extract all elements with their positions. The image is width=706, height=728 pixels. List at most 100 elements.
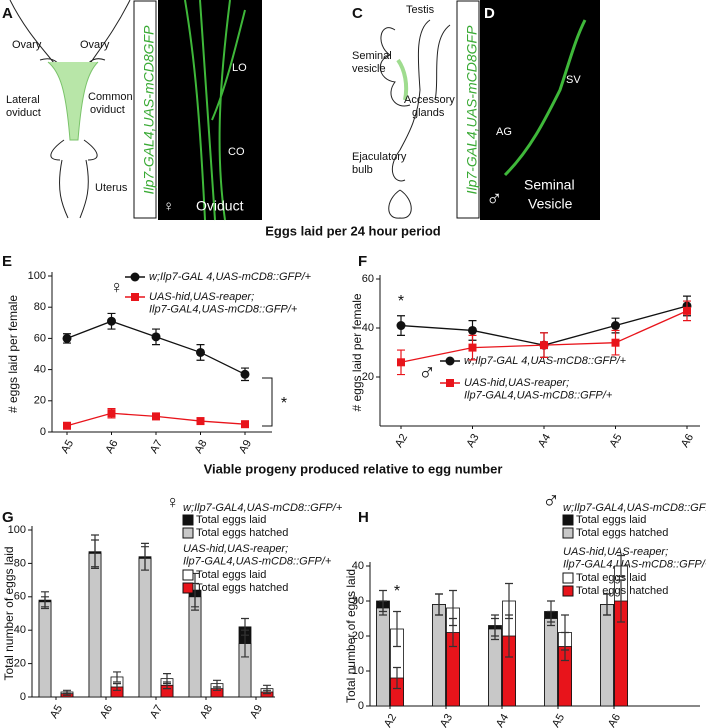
error-bar	[393, 666, 401, 690]
y-tick-label: 0	[20, 691, 26, 703]
bar	[544, 618, 558, 707]
anatomy-label: Ovary	[80, 39, 110, 51]
anatomy-label: Accessory	[404, 94, 455, 106]
panel-label: C	[352, 5, 363, 22]
error-bar	[379, 600, 387, 616]
data-point	[196, 417, 205, 426]
bar	[600, 604, 614, 707]
error-bar	[491, 617, 499, 641]
anatomy-label: Testis	[406, 4, 435, 16]
fibers	[503, 19, 587, 177]
y-tick-label: 40	[352, 560, 364, 572]
y-tick-label: 20	[14, 658, 26, 670]
error-bar	[505, 614, 513, 658]
legend-marker	[446, 379, 454, 387]
legend-label: Total eggs hatched	[576, 585, 668, 597]
micrograph	[480, 0, 600, 220]
y-tick-label: 10	[352, 665, 364, 677]
anatomy-label: AG	[496, 126, 512, 138]
x-tick-label: A5	[550, 712, 567, 728]
x-tick-label: A6	[679, 432, 696, 450]
x-tick-label: A4	[536, 432, 553, 450]
sex-symbol: ♀	[110, 277, 124, 297]
legend-group-label: UAS-hid,UAS-reaper; Ilp7-GAL4,UAS-mCD8::G…	[563, 546, 706, 571]
y-tick-label: 80	[14, 557, 26, 569]
section-title: Eggs laid per 24 hour period	[265, 223, 441, 238]
genotype-label: Ilp7-GAL4,UAS-mCD8GFP	[464, 25, 480, 194]
legend-label: Total eggs hatched	[196, 527, 288, 539]
legend-label: UAS-hid,UAS-reaper; Ilp7-GAL4,UAS-mCD8::G…	[464, 377, 613, 402]
error-bar	[141, 546, 149, 571]
data-point	[241, 420, 249, 429]
legend-swatch	[182, 569, 194, 581]
panel-label: E	[2, 253, 12, 270]
legend-group-label: w;Ilp7-GAL4,UAS-mCD8::GFP/+	[563, 502, 706, 514]
error-bar	[435, 593, 443, 616]
panel-c: C Testis Seminal vesicle Accessory gland…	[352, 4, 455, 219]
y-tick-label: 0	[40, 426, 46, 438]
anatomy-label: LO	[232, 62, 247, 74]
anatomy-label: oviduct	[6, 107, 41, 119]
data-point	[611, 321, 620, 331]
error-bar	[41, 596, 49, 608]
anatomy-label: SV	[566, 74, 581, 86]
error-bar	[91, 539, 99, 568]
legend-marker	[130, 272, 140, 282]
data-point	[468, 343, 477, 352]
data-point	[151, 332, 161, 342]
oviduct-highlight	[47, 61, 99, 141]
legend-swatch	[562, 572, 574, 584]
y-axis-label: # eggs laid per female	[6, 295, 20, 413]
significance-mark: *	[398, 293, 404, 310]
legend-label: Total eggs laid	[576, 572, 646, 584]
y-axis-label: # eggs laid per female	[350, 293, 364, 411]
anatomy-label: Vesicle	[528, 196, 573, 212]
y-tick-label: 40	[34, 364, 46, 376]
data-point	[107, 316, 116, 326]
sex-symbol: ♂	[542, 487, 560, 514]
legend-label: Total eggs laid	[196, 569, 266, 581]
anatomy-label: oviduct	[90, 104, 125, 116]
legend-label: Total eggs hatched	[196, 582, 288, 594]
data-point	[396, 321, 406, 331]
x-tick-label: A4	[494, 712, 511, 728]
sex-symbol: ♂	[486, 186, 503, 211]
genotype-box	[133, 0, 157, 219]
error-bar	[617, 554, 625, 578]
fibers	[184, 0, 246, 221]
error-bar	[393, 610, 401, 648]
x-tick-label: A8	[192, 438, 209, 456]
y-tick-label: 20	[352, 630, 364, 642]
section-title: Viable progeny produced relative to egg …	[204, 461, 503, 476]
legend-group-label: w;Ilp7-GAL4,UAS-mCD8::GFP/+	[183, 502, 343, 514]
x-tick-label: A5	[59, 438, 76, 456]
legend-swatch	[182, 527, 194, 539]
anatomy-label: Ovary	[12, 39, 42, 51]
x-tick-label: A3	[464, 432, 481, 450]
x-tick-label: A7	[148, 438, 165, 456]
x-tick-label: A9	[248, 703, 265, 721]
y-tick-label: 40	[362, 322, 374, 334]
x-tick-label: A8	[198, 703, 215, 721]
anatomy-label: glands	[412, 107, 445, 119]
legend-swatch	[562, 514, 574, 526]
y-tick-label: 20	[362, 371, 374, 383]
y-axis-label: Total number of eggs laid	[344, 569, 358, 703]
y-tick-label: 80	[34, 301, 46, 313]
y-tick-label: 30	[352, 595, 364, 607]
panel-a: A Ovary Ovary Lateral oviduct Common ovi…	[2, 0, 133, 219]
y-tick-label: 100	[28, 270, 46, 282]
data-point	[63, 421, 71, 430]
anatomy-label: Seminal	[524, 177, 575, 193]
sex-symbol: ♀	[163, 198, 174, 215]
sex-symbol: ♀	[166, 492, 180, 512]
legend-label: Total eggs laid	[196, 514, 266, 526]
x-tick-label: A2	[393, 432, 410, 450]
x-tick-label: A9	[237, 438, 254, 456]
error-bar	[113, 683, 121, 691]
legend-label: Total eggs laid	[576, 514, 646, 526]
significance-bracket	[262, 377, 273, 427]
error-bar	[561, 631, 569, 662]
anatomy-label: Uterus	[95, 182, 128, 194]
error-bar	[603, 593, 611, 616]
